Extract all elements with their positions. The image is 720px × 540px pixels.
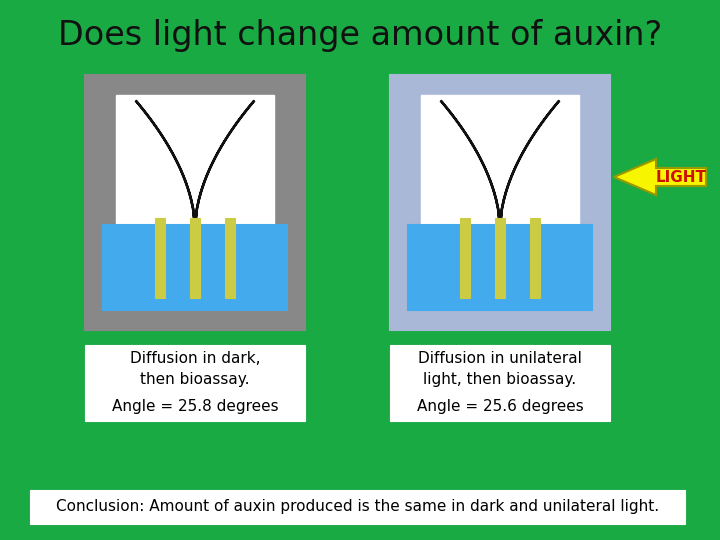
Bar xyxy=(85,393,305,421)
Bar xyxy=(30,490,685,524)
Text: Diffusion in dark,
then bioassay.: Diffusion in dark, then bioassay. xyxy=(130,351,260,387)
Bar xyxy=(190,218,200,298)
Bar xyxy=(390,345,610,393)
Bar xyxy=(460,218,469,298)
Bar xyxy=(390,75,610,330)
Bar xyxy=(495,218,505,298)
Text: LIGHT: LIGHT xyxy=(655,170,706,185)
Bar xyxy=(390,393,610,421)
Text: Diffusion in unilateral
light, then bioassay.: Diffusion in unilateral light, then bioa… xyxy=(418,351,582,387)
Text: Angle = 25.8 degrees: Angle = 25.8 degrees xyxy=(112,400,279,415)
Polygon shape xyxy=(614,159,706,195)
Polygon shape xyxy=(441,100,559,228)
Bar xyxy=(225,218,235,298)
Bar xyxy=(408,226,593,309)
Bar xyxy=(116,96,274,233)
Bar xyxy=(530,218,540,298)
Bar xyxy=(155,218,165,298)
Bar xyxy=(420,96,579,233)
Text: Does light change amount of auxin?: Does light change amount of auxin? xyxy=(58,18,662,51)
Text: Angle = 25.6 degrees: Angle = 25.6 degrees xyxy=(417,400,583,415)
Text: Conclusion: Amount of auxin produced is the same in dark and unilateral light.: Conclusion: Amount of auxin produced is … xyxy=(56,500,659,515)
Bar xyxy=(85,345,305,393)
Polygon shape xyxy=(135,100,254,228)
Bar xyxy=(85,75,305,330)
Bar xyxy=(102,226,287,309)
